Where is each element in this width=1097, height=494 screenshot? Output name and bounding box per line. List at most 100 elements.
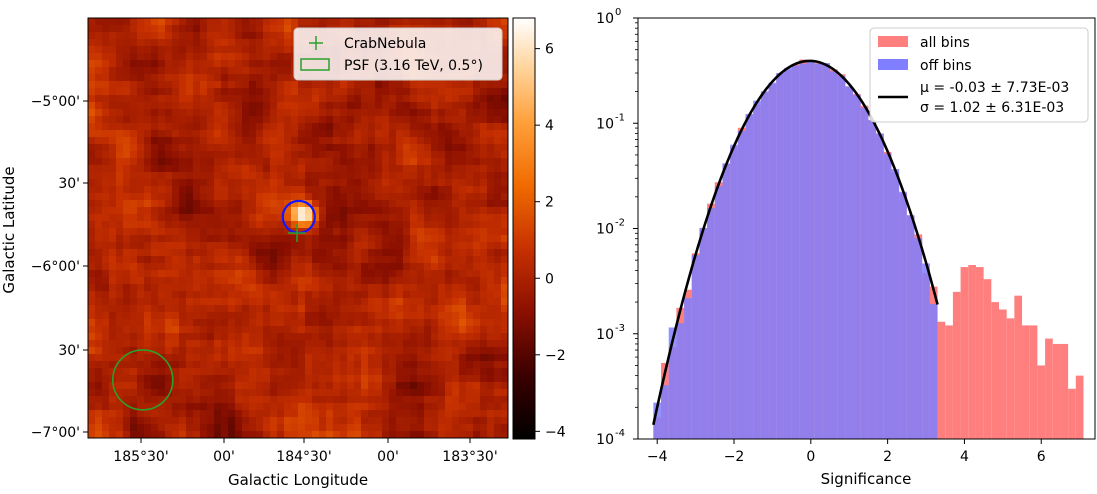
map-pixel (389, 333, 397, 341)
map-pixel (284, 263, 292, 271)
map-pixel (207, 354, 215, 362)
map-pixel (277, 235, 285, 243)
map-pixel (431, 165, 439, 173)
map-pixel (102, 242, 110, 250)
map-pixel (340, 179, 348, 187)
map-pixel (361, 312, 369, 320)
map-pixel (242, 228, 250, 236)
map-pixel (326, 431, 334, 438)
map-pixel (144, 242, 152, 250)
map-pixel (116, 221, 124, 229)
map-pixel (144, 221, 152, 229)
map-pixel (312, 18, 320, 26)
map-pixel (207, 368, 215, 376)
map-pixel (95, 256, 103, 264)
map-pixel (242, 109, 250, 117)
map-pixel (347, 109, 355, 117)
map-pixel (431, 109, 439, 117)
map-pixel (459, 221, 467, 229)
map-pixel (396, 403, 404, 411)
map-pixel (410, 193, 418, 201)
map-pixel (382, 291, 390, 299)
map-pixel (466, 417, 474, 425)
map-pixel (389, 186, 397, 194)
map-pixel (102, 361, 110, 369)
map-pixel (242, 130, 250, 138)
map-pixel (228, 263, 236, 271)
map-pixel (389, 263, 397, 271)
histogram-x-tick-label: 0 (806, 449, 815, 465)
map-pixel (466, 151, 474, 159)
map-pixel (207, 81, 215, 89)
map-pixel (438, 319, 446, 327)
map-pixel (186, 284, 194, 292)
map-pixel (102, 298, 110, 306)
map-pixel (494, 291, 502, 299)
map-pixel (214, 60, 222, 68)
map-pixel (102, 305, 110, 313)
off-bins-bar (914, 238, 923, 439)
map-pixel (249, 277, 257, 285)
map-pixel (417, 375, 425, 383)
map-pixel (431, 305, 439, 313)
map-pixel (340, 403, 348, 411)
map-pixel (109, 109, 117, 117)
map-pixel (340, 326, 348, 334)
map-pixel (158, 431, 166, 438)
map-pixel (431, 333, 439, 341)
map-pixel (235, 46, 243, 54)
map-pixel (347, 172, 355, 180)
map-pixel (396, 165, 404, 173)
map-pixel (291, 137, 299, 145)
map-pixel (221, 291, 229, 299)
map-pixel (277, 193, 285, 201)
map-pixel (291, 109, 299, 117)
map-pixel (130, 109, 138, 117)
map-pixel (333, 18, 341, 26)
map-pixel (438, 249, 446, 257)
map-pixel (326, 109, 334, 117)
map-pixel (270, 32, 278, 40)
map-pixel (277, 221, 285, 229)
map-pixel (305, 214, 313, 222)
map-pixel (438, 137, 446, 145)
map-pixel (403, 249, 411, 257)
map-pixel (256, 305, 264, 313)
map-pixel (172, 60, 180, 68)
map-pixel (130, 130, 138, 138)
map-pixel (284, 67, 292, 75)
map-pixel (452, 354, 460, 362)
map-pixel (179, 123, 187, 131)
map-pixel (256, 207, 264, 215)
map-pixel (487, 347, 495, 355)
map-pixel (88, 137, 96, 145)
map-pixel (494, 228, 502, 236)
map-pixel (368, 263, 376, 271)
map-pixel (256, 39, 264, 47)
map-pixel (396, 214, 404, 222)
map-pixel (158, 74, 166, 82)
map-pixel (123, 67, 131, 75)
map-pixel (242, 277, 250, 285)
map-pixel (116, 123, 124, 131)
map-pixel (438, 312, 446, 320)
map-pixel (130, 291, 138, 299)
map-pixel (200, 249, 208, 257)
map-pixel (389, 165, 397, 173)
map-pixel (165, 235, 173, 243)
map-pixel (368, 417, 376, 425)
map-pixel (186, 109, 194, 117)
map-pixel (242, 74, 250, 82)
map-pixel (501, 368, 508, 376)
map-pixel (172, 25, 180, 33)
map-pixel (228, 25, 236, 33)
map-pixel (249, 151, 257, 159)
map-pixel (396, 417, 404, 425)
map-pixel (340, 263, 348, 271)
map-pixel (130, 228, 138, 236)
map-pixel (396, 256, 404, 264)
map-pixel (480, 389, 488, 397)
map-pixel (186, 179, 194, 187)
map-pixel (172, 403, 180, 411)
map-pixel (165, 354, 173, 362)
